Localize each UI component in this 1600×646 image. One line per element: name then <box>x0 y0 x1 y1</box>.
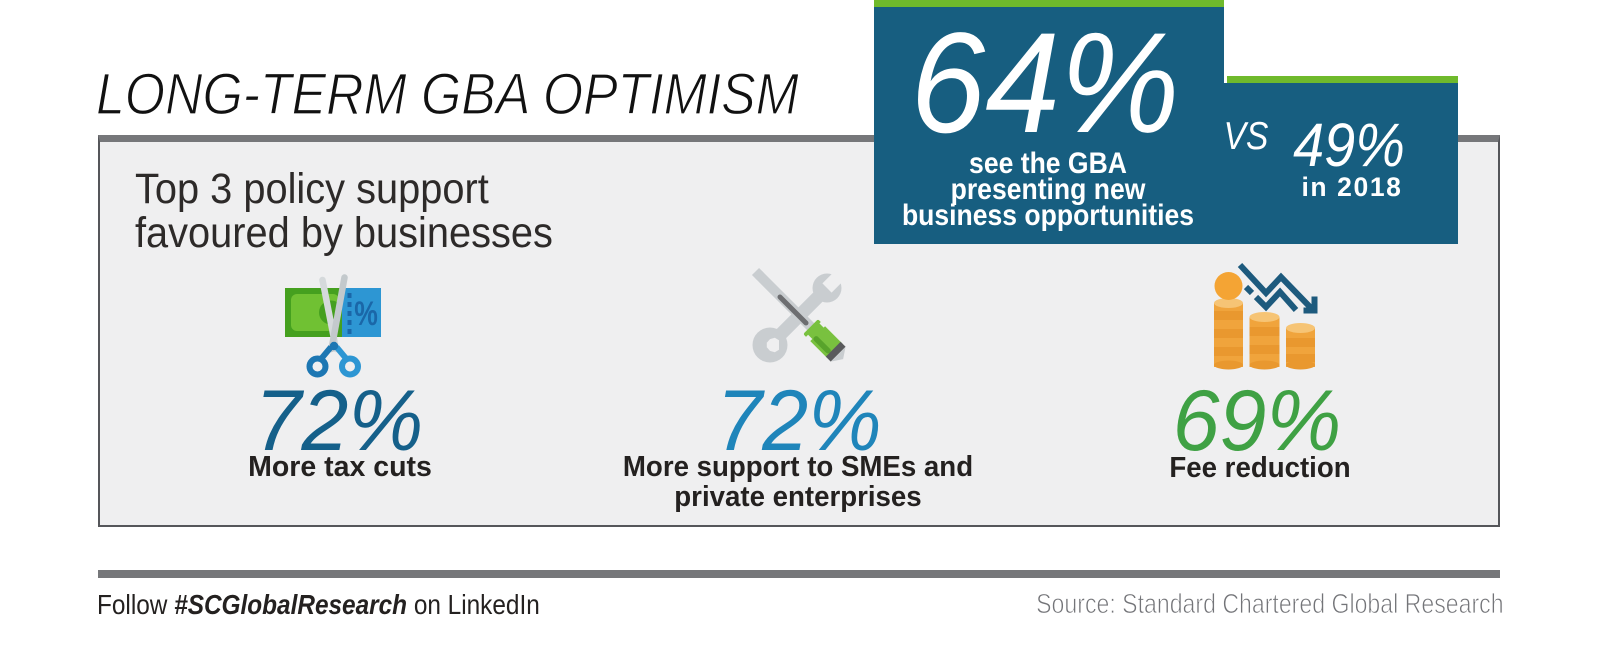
svg-text:%: % <box>354 295 378 333</box>
